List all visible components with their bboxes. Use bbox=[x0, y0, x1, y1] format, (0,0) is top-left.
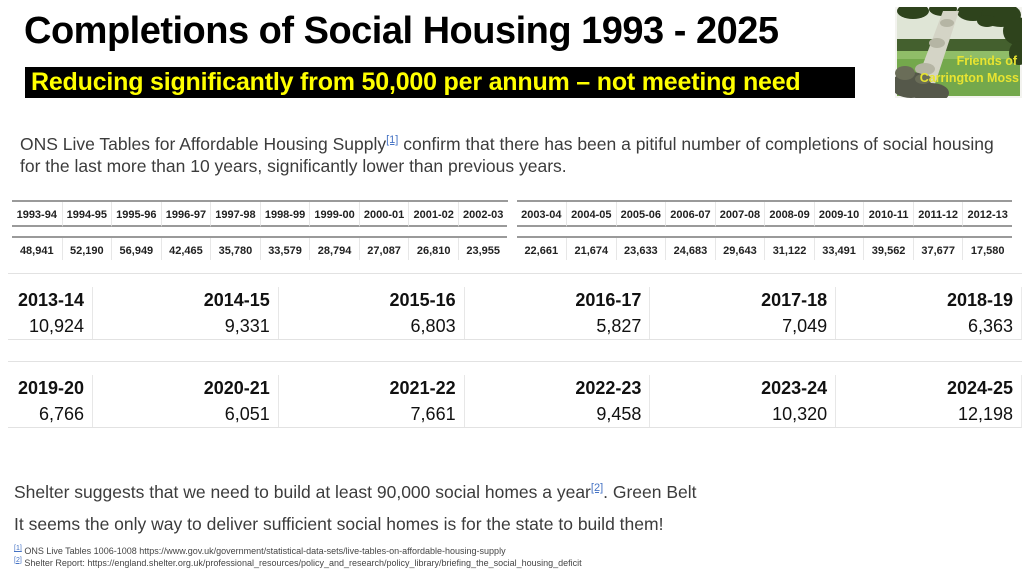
value-cell: 42,465 bbox=[160, 238, 211, 260]
year-header-cell: 1994-95 bbox=[61, 202, 112, 227]
value-cell: 39,562 bbox=[863, 238, 913, 260]
intro-text-after-ref: confirm that there has been a pitiful nu… bbox=[20, 134, 994, 176]
table-top-rule bbox=[8, 361, 1022, 362]
completions-table-1993-2012: 1993-94 1994-95 1995-96 1996-97 1997-98 1998-… bbox=[12, 200, 1012, 260]
value-cell: 27,087 bbox=[358, 238, 409, 260]
value-cell: 6,051 bbox=[92, 401, 278, 427]
value-cell: 35,780 bbox=[210, 238, 260, 260]
year-header-cell: 2022-23 bbox=[463, 375, 650, 401]
year-header-cell: 2015-16 bbox=[277, 287, 464, 313]
conclusion-paragraph: It seems the only way to deliver suffici… bbox=[14, 514, 664, 534]
completions-table-1993-2002: 1993-94 1994-95 1995-96 1996-97 1997-98 1998-… bbox=[12, 200, 508, 260]
year-header-cell: 2020-21 bbox=[92, 375, 278, 401]
year-header-cell: 2019-20 bbox=[17, 378, 84, 398]
value-cell: 31,122 bbox=[764, 238, 814, 260]
completions-table-2003-2012: 2003-04 2004-05 2005-06 2006-07 2007-08 2008-… bbox=[516, 200, 1012, 260]
footnote-ref-2-link[interactable]: [2] bbox=[590, 482, 604, 495]
value-cell: 10,320 bbox=[649, 401, 835, 427]
subtitle-banner: Reducing significantly from 50,000 per a… bbox=[25, 67, 855, 98]
year-header-cell: 2014-15 bbox=[92, 287, 278, 313]
table-rule bbox=[12, 227, 508, 238]
value-cell: 22,661 bbox=[524, 245, 559, 257]
year-header-cell: 2018-19 bbox=[835, 287, 1021, 313]
shelter-text-after-ref: . Green Belt bbox=[603, 482, 697, 502]
footnote-2: [2] Shelter Report: https://england.shel… bbox=[14, 556, 582, 570]
value-cell: 6,803 bbox=[277, 313, 464, 339]
completions-table-2013-2018-block: 2013-14 2014-15 2015-16 2016-17 2017-18 2018-… bbox=[8, 273, 1022, 340]
year-header-cell: 1996-97 bbox=[160, 202, 211, 227]
intro-text-before-ref: ONS Live Tables for Affordable Housing S… bbox=[20, 134, 387, 154]
year-header-cell: 2021-22 bbox=[277, 375, 464, 401]
page-title: Completions of Social Housing 1993 - 202… bbox=[24, 10, 779, 52]
value-cell: 7,661 bbox=[277, 401, 464, 427]
year-header-cell: 2008-09 bbox=[764, 202, 814, 227]
year-header-cell: 2017-18 bbox=[649, 287, 835, 313]
value-cell: 9,331 bbox=[92, 313, 278, 339]
subtitle-text: Reducing significantly from 50,000 per a… bbox=[31, 68, 801, 96]
year-header-cell: 1998-99 bbox=[259, 202, 310, 227]
value-cell: 23,633 bbox=[615, 238, 666, 260]
year-header-cell: 2000-01 bbox=[358, 202, 409, 227]
year-header-cell: 1993-94 bbox=[12, 202, 62, 227]
value-cell: 37,677 bbox=[912, 238, 963, 260]
year-header-cell: 2007-08 bbox=[714, 202, 765, 227]
value-cell: 33,579 bbox=[259, 238, 310, 260]
year-header-cell: 2001-02 bbox=[408, 202, 458, 227]
year-header-cell: 2010-11 bbox=[863, 202, 913, 227]
year-header-cell: 2009-10 bbox=[813, 202, 864, 227]
year-header-cell: 1999-00 bbox=[309, 202, 359, 227]
table-top-rule bbox=[8, 273, 1022, 274]
completions-table-2013-2018: 2013-14 2014-15 2015-16 2016-17 2017-18 2018-… bbox=[8, 287, 1022, 340]
table-rule bbox=[516, 227, 1012, 238]
value-cell: 6,766 bbox=[38, 404, 84, 424]
footnote-1: [1] ONS Live Tables 1006-1008 https://ww… bbox=[14, 545, 582, 558]
logo-caption-line2: Carrington Moss bbox=[920, 71, 1019, 85]
value-cell: 23,955 bbox=[457, 238, 508, 260]
intro-paragraph: ONS Live Tables for Affordable Housing S… bbox=[20, 133, 1015, 177]
value-cell: 5,827 bbox=[463, 313, 650, 339]
year-header-cell: 2004-05 bbox=[566, 202, 616, 227]
year-header-cell: 1995-96 bbox=[111, 202, 161, 227]
completions-table-2019-2024-block: 2019-20 2020-21 2021-22 2022-23 2023-24 2024-… bbox=[8, 361, 1022, 428]
value-cell: 12,198 bbox=[835, 401, 1021, 427]
year-header-cell: 2013-14 bbox=[17, 290, 84, 310]
year-header-cell: 2024-25 bbox=[835, 375, 1021, 401]
footnote-2-marker[interactable]: [2] bbox=[14, 556, 22, 564]
year-header-cell: 2012-13 bbox=[962, 202, 1012, 227]
shelter-text-before-ref: Shelter suggests that we need to build a… bbox=[14, 482, 591, 502]
footnote-2-text: Shelter Report: https://england.shelter.… bbox=[24, 557, 582, 568]
footnotes: [1] ONS Live Tables 1006-1008 https://ww… bbox=[14, 545, 582, 570]
value-cell: 10,924 bbox=[28, 316, 84, 336]
value-cell: 56,949 bbox=[111, 238, 161, 260]
year-header-cell: 2002-03 bbox=[457, 202, 508, 227]
friends-of-carrington-moss-logo: Friends of Carrington Moss bbox=[891, 2, 1024, 103]
value-cell: 48,941 bbox=[19, 245, 54, 257]
year-header-cell: 2011-12 bbox=[912, 202, 963, 227]
value-cell: 21,674 bbox=[566, 238, 616, 260]
year-header-cell: 2016-17 bbox=[463, 287, 650, 313]
value-cell: 9,458 bbox=[463, 401, 650, 427]
footnote-1-text: ONS Live Tables 1006-1008 https://www.go… bbox=[24, 546, 506, 556]
value-cell: 7,049 bbox=[649, 313, 835, 339]
shelter-paragraph: Shelter suggests that we need to build a… bbox=[14, 482, 697, 503]
logo-photo: Friends of Carrington Moss bbox=[891, 2, 1024, 103]
year-header-cell: 1997-98 bbox=[210, 202, 260, 227]
value-cell: 52,190 bbox=[61, 238, 112, 260]
footnote-ref-1-link[interactable]: [1] bbox=[386, 134, 399, 147]
value-cell: 26,810 bbox=[408, 238, 458, 260]
value-cell: 33,491 bbox=[813, 238, 864, 260]
value-cell: 28,794 bbox=[309, 238, 359, 260]
footnote-1-marker[interactable]: [1] bbox=[14, 545, 22, 552]
value-cell: 29,643 bbox=[714, 238, 765, 260]
year-header-cell: 2006-07 bbox=[665, 202, 715, 227]
year-header-cell: 2005-06 bbox=[615, 202, 666, 227]
year-header-cell: 2023-24 bbox=[649, 375, 835, 401]
value-cell: 6,363 bbox=[835, 313, 1021, 339]
logo-caption-line1: Friends of bbox=[957, 54, 1018, 68]
completions-table-2019-2024: 2019-20 2020-21 2021-22 2022-23 2023-24 2024-… bbox=[8, 375, 1022, 428]
value-cell: 24,683 bbox=[665, 238, 715, 260]
value-cell: 17,580 bbox=[962, 238, 1012, 260]
year-header-cell: 2003-04 bbox=[516, 202, 567, 227]
